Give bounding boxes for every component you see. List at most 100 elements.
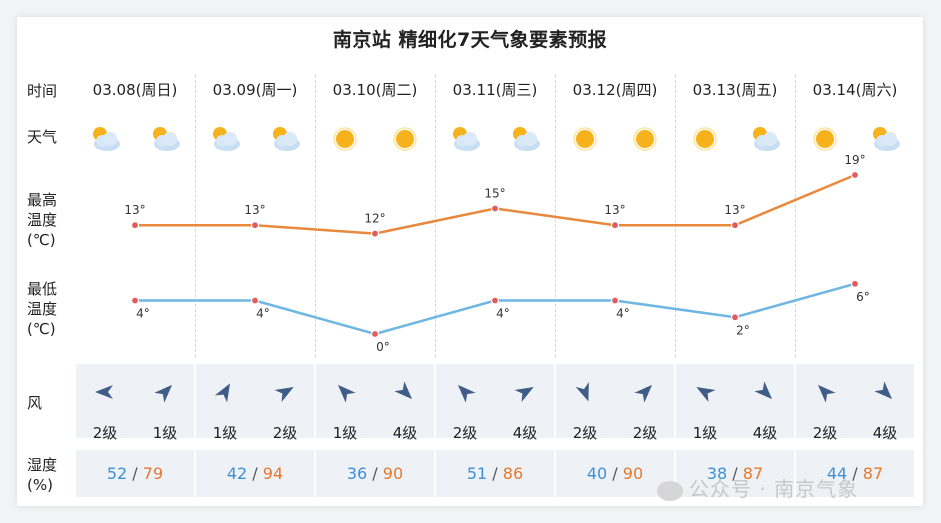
high-temp-point [370,229,380,238]
humidity-high: 87 [862,464,884,483]
row-label-time: 时间 [27,82,58,100]
high-temp-label: 13° [604,203,625,217]
column-divider [435,75,436,357]
sun-icon [387,123,423,155]
high-temp-point [850,170,860,180]
humidity-separator: / [372,464,378,483]
low-temp-label: 0° [376,340,390,354]
page-title: 南京站 精细化7天气象要素预报 [332,29,608,51]
wind-level: 4级 [872,424,898,442]
high-temp-label: 13° [244,203,265,217]
humidity-separator: / [492,464,498,483]
wind-level: 2级 [92,424,118,442]
column-divider [195,75,196,357]
partly-cloudy-icon [867,123,903,155]
sun-icon [807,123,843,155]
wind-level: 2级 [632,424,658,442]
watermark-text: 公众号 · 南京气象 [689,477,859,501]
wind-direction-icon [393,380,417,404]
wind-direction-icon [93,380,117,404]
sun-icon [627,123,663,155]
humidity-value: 40 / 90 [556,464,674,483]
high-temp-label: 13° [124,203,145,217]
wind-direction-icon [153,380,177,404]
wind-level: 1级 [332,424,358,442]
low-temp-label: 4° [496,307,510,321]
watermark: 公众号 · 南京气象 [657,473,858,502]
humidity-label-2: (%) [27,476,53,494]
partly-cloudy-icon [447,123,483,155]
wind-direction-icon [573,380,597,404]
humidity-high: 94 [262,464,284,483]
humidity-value: 44 / 87 [796,464,914,483]
wind-level: 1级 [152,424,178,442]
max-temp-label-2: 温度 [27,211,58,229]
column-divider [675,75,676,357]
low-temp-point [730,313,740,322]
humidity-band [436,450,554,497]
date-label: 03.09(周一) [212,81,298,99]
low-temp-point [130,296,140,305]
humidity-value: 42 / 94 [196,464,314,483]
humidity-label-1: 湿度 [27,456,58,474]
low-temp-point [490,296,500,305]
partly-cloudy-icon [147,123,183,155]
humidity-value: 52 / 79 [76,464,194,483]
row-label-humidity: 湿度 (%) [27,455,57,495]
min-temp-label-1: 最低 [27,280,58,298]
wind-band [676,364,794,438]
low-temp-point [370,329,380,339]
humidity-band [796,450,914,497]
partly-cloudy-icon [747,123,783,155]
high-temp-line [135,173,856,235]
high-temp-point [730,221,740,230]
humidity-low: 51 [466,464,488,483]
humidity-value: 51 / 86 [436,464,554,483]
low-temp-label: 4° [616,307,630,321]
high-temp-point [610,221,620,230]
column-divider [315,75,316,357]
partly-cloudy-icon [507,123,543,155]
wind-direction-icon [453,380,477,404]
wind-direction-icon [813,380,837,404]
humidity-low: 38 [706,464,728,483]
wind-level: 2级 [812,424,838,442]
wind-level: 4级 [392,424,418,442]
wind-direction-icon [213,380,237,404]
humidity-high: 87 [742,464,764,483]
wind-level: 2级 [272,424,298,442]
humidity-high: 86 [502,464,524,483]
wind-band [436,364,554,438]
humidity-value: 36 / 90 [316,464,434,483]
wind-band [556,364,674,438]
low-temp-point [250,296,260,305]
high-temp-point [490,204,500,213]
low-temp-point [610,296,620,305]
low-temp-label: 4° [256,307,270,321]
wechat-icon [657,480,683,501]
date-label: 03.12(周四) [572,81,658,99]
wind-band [796,364,914,438]
wind-band [76,364,194,438]
humidity-separator: / [612,464,618,483]
high-temp-point [250,221,260,230]
wind-level: 1级 [692,424,718,442]
high-temp-label: 15° [484,186,505,200]
wind-direction-icon [513,380,537,404]
humidity-low: 36 [346,464,368,483]
row-label-weather: 天气 [27,128,58,146]
partly-cloudy-icon [87,123,123,155]
humidity-low: 44 [826,464,848,483]
humidity-high: 90 [622,464,644,483]
humidity-value: 38 / 87 [676,464,794,483]
high-temp-label: 13° [724,203,745,217]
wind-level: 4级 [752,424,778,442]
humidity-separator: / [252,464,258,483]
wind-band [196,364,314,438]
humidity-band [196,450,314,497]
sun-icon [567,123,603,155]
sun-icon [687,123,723,155]
date-label: 03.10(周二) [332,81,418,99]
wind-band [316,364,434,438]
wind-direction-icon [693,380,717,404]
